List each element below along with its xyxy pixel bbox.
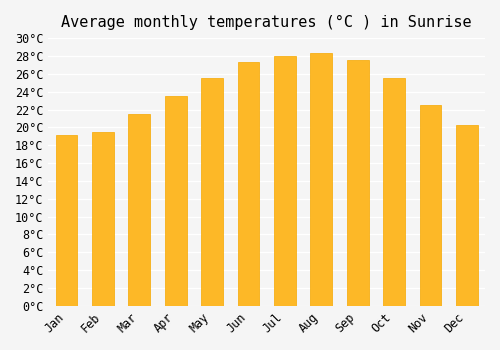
Bar [92,132,114,306]
Bar [201,78,223,306]
Bar [165,96,186,306]
Bar [420,105,442,306]
Title: Average monthly temperatures (°C ) in Sunrise: Average monthly temperatures (°C ) in Su… [62,15,472,30]
Bar [56,134,78,306]
Bar [456,125,477,306]
Bar [346,61,368,306]
Bar [383,78,405,306]
Bar [310,53,332,306]
Bar [238,62,260,306]
Bar [274,56,296,306]
Bar [128,114,150,306]
